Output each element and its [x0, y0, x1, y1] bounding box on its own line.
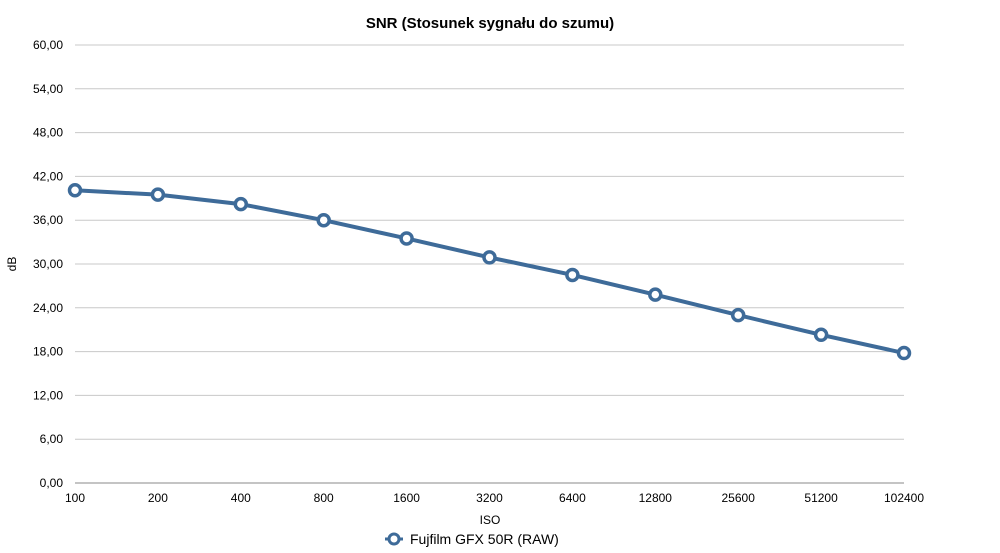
x-tick-label: 25600: [722, 491, 756, 505]
y-tick-label: 12,00: [33, 388, 63, 402]
y-tick-label: 36,00: [33, 213, 63, 227]
data-point: [565, 267, 580, 283]
y-axis-label: dB: [5, 257, 19, 272]
legend: Fujfilm GFX 50R (RAW): [385, 531, 559, 547]
data-point: [482, 250, 497, 265]
data-point: [67, 183, 83, 198]
x-tick-label: 100: [65, 491, 85, 505]
y-tick-label: 24,00: [33, 301, 63, 315]
y-tick-label: 6,00: [40, 432, 64, 446]
series-group: [67, 183, 912, 361]
chart-title: SNR (Stosunek sygnału do szumu): [366, 15, 614, 32]
data-point: [316, 212, 331, 228]
data-point: [896, 345, 912, 361]
data-point: [233, 196, 249, 212]
y-tick-label: 30,00: [33, 257, 63, 271]
x-tick-label: 800: [314, 491, 334, 505]
y-tick-label: 18,00: [33, 345, 63, 359]
y-tick-label: 48,00: [33, 126, 63, 140]
x-tick-label: 3200: [476, 491, 503, 505]
data-point: [150, 187, 166, 202]
x-tick-label: 200: [148, 491, 168, 505]
x-tick-label: 12800: [639, 491, 673, 505]
x-tick-label: 400: [231, 491, 251, 505]
x-tick-label: 102400: [884, 491, 924, 505]
y-axis-ticks: 0,00 6,00 12,00 18,00 24,00 30,00 36,00 42,00 48…: [33, 38, 63, 490]
x-tick-label: 1600: [393, 491, 420, 505]
data-point: [730, 307, 746, 323]
x-tick-label: 6400: [559, 491, 586, 505]
data-point: [813, 327, 829, 343]
data-point: [648, 287, 663, 302]
x-axis-label: ISO: [480, 513, 501, 527]
x-tick-label: 51200: [804, 491, 838, 505]
data-point: [399, 231, 414, 246]
series-line: [74, 188, 905, 356]
legend-marker: [387, 532, 401, 546]
y-tick-label: 54,00: [33, 82, 63, 96]
y-tick-label: 0,00: [40, 476, 64, 490]
x-axis-ticks: 100 200 400 800 1600 3200 6400 12800 25600 51200 1…: [65, 491, 924, 505]
y-tick-label: 42,00: [33, 169, 63, 183]
y-tick-label: 60,00: [33, 38, 63, 52]
legend-label: Fujfilm GFX 50R (RAW): [410, 531, 559, 547]
